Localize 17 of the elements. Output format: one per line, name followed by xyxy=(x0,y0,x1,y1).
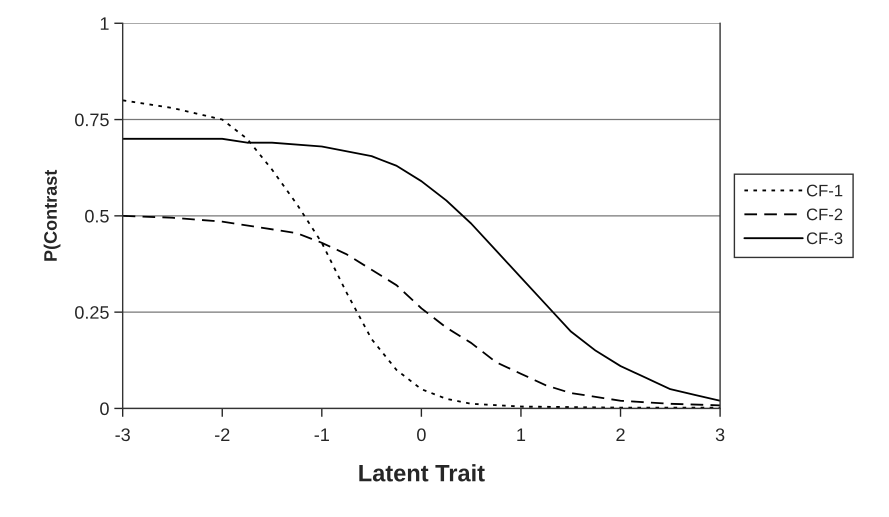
x-axis-title: Latent Trait xyxy=(359,464,485,482)
x-tick-label: 0 xyxy=(417,428,426,442)
y-tick-label: 0.5 xyxy=(85,210,109,223)
x-tick-label: 3 xyxy=(716,428,724,442)
y-tick-label: 1 xyxy=(100,17,109,30)
x-tick-label: 2 xyxy=(616,428,625,441)
y-tick-label: 0 xyxy=(100,402,109,416)
x-tick-label: -2 xyxy=(215,428,230,441)
x-tick-label: -3 xyxy=(115,428,130,442)
legend-label: CF-2 xyxy=(806,208,842,220)
x-tick-label: 1 xyxy=(517,428,526,441)
y-axis-title: P(Contrast xyxy=(44,170,60,261)
y-tick-label: 0.25 xyxy=(75,306,109,319)
legend-label: CF-1 xyxy=(806,184,842,196)
legend-label: CF-3 xyxy=(806,232,842,244)
y-tick-label: 0.75 xyxy=(75,113,109,126)
x-tick-label: -1 xyxy=(314,428,329,441)
